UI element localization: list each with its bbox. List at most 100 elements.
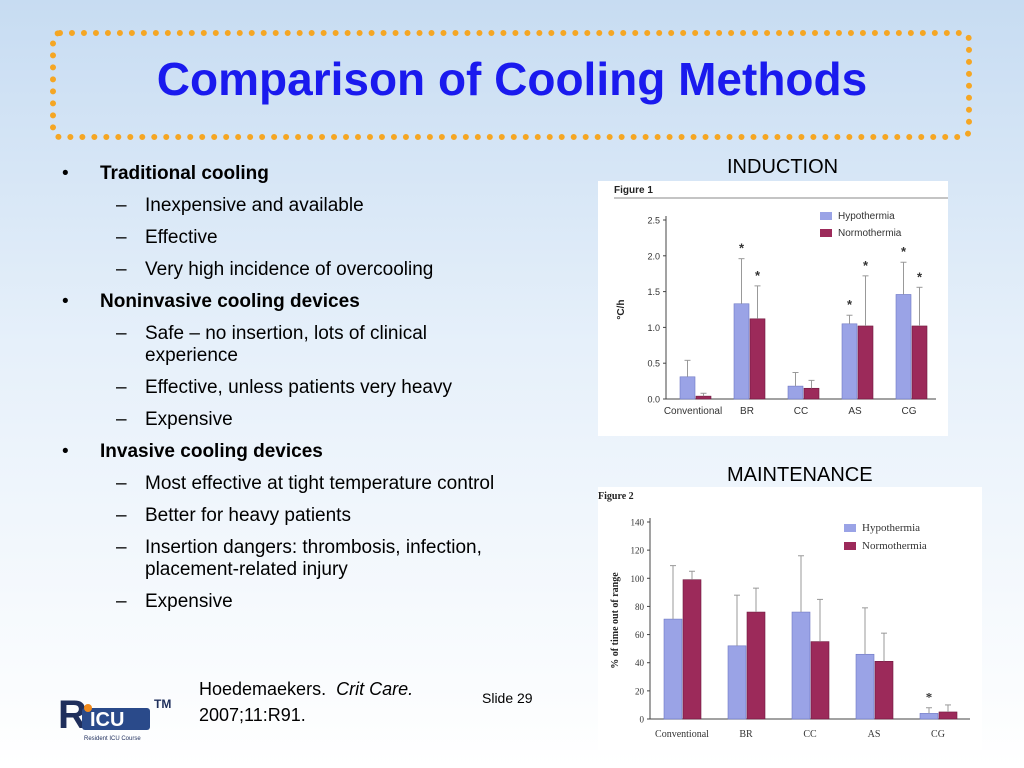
bar-normothermia — [938, 711, 958, 720]
dash: – — [116, 195, 127, 216]
y-tick-label: 1.0 — [647, 323, 660, 333]
bar-hypothermia — [679, 376, 696, 400]
bar-normothermia — [810, 641, 830, 720]
y-tick-label: 0.5 — [647, 359, 660, 369]
figure-1-chart: Figure 1 0.0 0.5 1.0 1.5 2.0 2.5 °C/h Convention… — [614, 185, 948, 417]
bar-hypothermia — [895, 294, 912, 400]
bullet-traditional: • Traditional cooling — [58, 163, 508, 185]
sub-bullet-text: Effective, unless patients very heavy — [145, 377, 452, 398]
x-tick-label: BR — [740, 406, 754, 417]
sub-bullet: – Inexpensive and available — [58, 195, 508, 217]
y-tick-label: 80 — [635, 602, 645, 612]
dash: – — [116, 537, 127, 558]
citation: Hoedemaekers. Crit Care. 2007;11:R91. — [199, 676, 413, 728]
significance-marker: * — [739, 241, 745, 256]
dash: – — [116, 323, 127, 344]
y-tick-label: 2.5 — [647, 216, 660, 226]
citation-line-1: Hoedemaekers. Crit Care. — [199, 676, 413, 702]
sub-bullet-text: Expensive — [145, 591, 233, 612]
significance-marker: * — [863, 258, 869, 273]
sub-bullet-text: Inexpensive and available — [145, 195, 364, 216]
sub-bullet: – Expensive — [58, 409, 508, 431]
sub-bullet-text: Safe – no insertion, lots of clinical ex… — [145, 323, 427, 366]
x-tick-label: AS — [848, 406, 862, 417]
y-tick-label: 60 — [635, 630, 645, 640]
figure-label: Figure 1 — [614, 185, 653, 196]
bar-normothermia — [874, 661, 894, 720]
bullet-noninvasive: • Noninvasive cooling devices — [58, 291, 508, 313]
y-axis-label: % of time out of range — [610, 572, 621, 669]
figure-2-panel: Figure 2 0 20 40 60 80 100 120 140 % of time out … — [598, 487, 982, 750]
sub-bullet-text: Expensive — [145, 409, 233, 430]
legend-swatch — [844, 524, 856, 532]
bar-hypothermia — [919, 713, 939, 720]
title-frame — [50, 30, 972, 140]
bar-normothermia — [749, 318, 766, 400]
y-tick-label: 140 — [631, 518, 645, 528]
sub-bullet: – Safe – no insertion, lots of clinical e… — [58, 323, 508, 367]
x-tick-label: Conventional — [664, 406, 722, 417]
x-tick-label: BR — [739, 729, 753, 740]
sub-bullet-text: Insertion dangers: thrombosis, infection… — [145, 537, 482, 580]
bullet-list: • Traditional cooling – Inexpensive and av… — [58, 163, 508, 623]
bullet-dot: • — [62, 163, 69, 184]
bullet-label: Noninvasive cooling devices — [100, 291, 360, 312]
dash: – — [116, 409, 127, 430]
y-tick-label: 0.0 — [647, 395, 660, 405]
citation-author: Hoedemaekers. — [199, 679, 327, 699]
slide-number: Slide 29 — [482, 690, 533, 706]
bar-hypothermia — [663, 618, 683, 720]
legend-swatch — [820, 229, 832, 237]
bar-normothermia — [857, 325, 874, 400]
maintenance-heading: MAINTENANCE — [727, 464, 873, 486]
y-tick-label: 100 — [631, 574, 645, 584]
y-tick-label: 120 — [631, 546, 645, 556]
sub-bullet: – Most effective at tight temperature con… — [58, 473, 508, 495]
figure-1-panel: Figure 1 0.0 0.5 1.0 1.5 2.0 2.5 °C/h Convention… — [598, 181, 948, 436]
bar-normothermia — [803, 387, 820, 400]
bar-hypothermia — [733, 303, 750, 400]
logo-dot — [84, 704, 92, 712]
y-tick-label: 0 — [640, 715, 645, 725]
y-tick-label: 20 — [635, 686, 645, 696]
dash: – — [116, 227, 127, 248]
ricu-logo: R ICU TM Resident ICU Course — [58, 688, 178, 744]
legend-swatch — [844, 542, 856, 550]
dash: – — [116, 377, 127, 398]
y-tick-label: 2.0 — [647, 251, 660, 261]
bar-hypothermia — [787, 385, 804, 400]
x-tick-label: CC — [803, 729, 817, 740]
citation-journal: Crit Care. — [336, 679, 414, 699]
dash: – — [116, 259, 127, 280]
bar-normothermia — [746, 611, 766, 720]
logo-icu: ICU — [90, 709, 124, 731]
induction-heading: INDUCTION — [727, 156, 839, 178]
sub-bullet-text: Very high incidence of overcooling — [145, 259, 434, 280]
citation-ref: 2007;11:R91. — [199, 705, 306, 725]
slide-title: Comparison of Cooling Methods — [156, 53, 868, 105]
sub-bullet: – Effective, unless patients very heavy — [58, 377, 508, 399]
sub-bullet-text: Better for heavy patients — [145, 505, 351, 526]
sub-bullet-text: Most effective at tight temperature cont… — [145, 473, 495, 494]
sub-bullet: – Expensive — [58, 591, 508, 613]
y-tick-label: 40 — [635, 658, 645, 668]
legend-label: Normothermia — [862, 540, 927, 552]
bar-normothermia — [682, 579, 702, 720]
bar-hypothermia — [727, 645, 747, 720]
sub-bullet: – Better for heavy patients — [58, 505, 508, 527]
logo-tm: TM — [154, 697, 171, 711]
bullet-label: Traditional cooling — [100, 163, 269, 184]
bullet-dot: • — [62, 291, 69, 312]
bar-hypothermia — [855, 653, 875, 720]
bullet-invasive: • Invasive cooling devices — [58, 441, 508, 463]
logo-caption: Resident ICU Course — [84, 736, 141, 742]
logo-band — [82, 708, 150, 730]
bar-hypothermia — [791, 611, 811, 720]
y-axis-label: °C/h — [616, 299, 627, 319]
ricu-logo-graphic: R ICU TM Resident ICU Course — [58, 693, 171, 742]
significance-marker: * — [755, 268, 761, 283]
sub-bullet: – Effective — [58, 227, 508, 249]
bar-normothermia — [911, 325, 928, 400]
figure-label: Figure 2 — [598, 491, 634, 502]
dash: – — [116, 473, 127, 494]
